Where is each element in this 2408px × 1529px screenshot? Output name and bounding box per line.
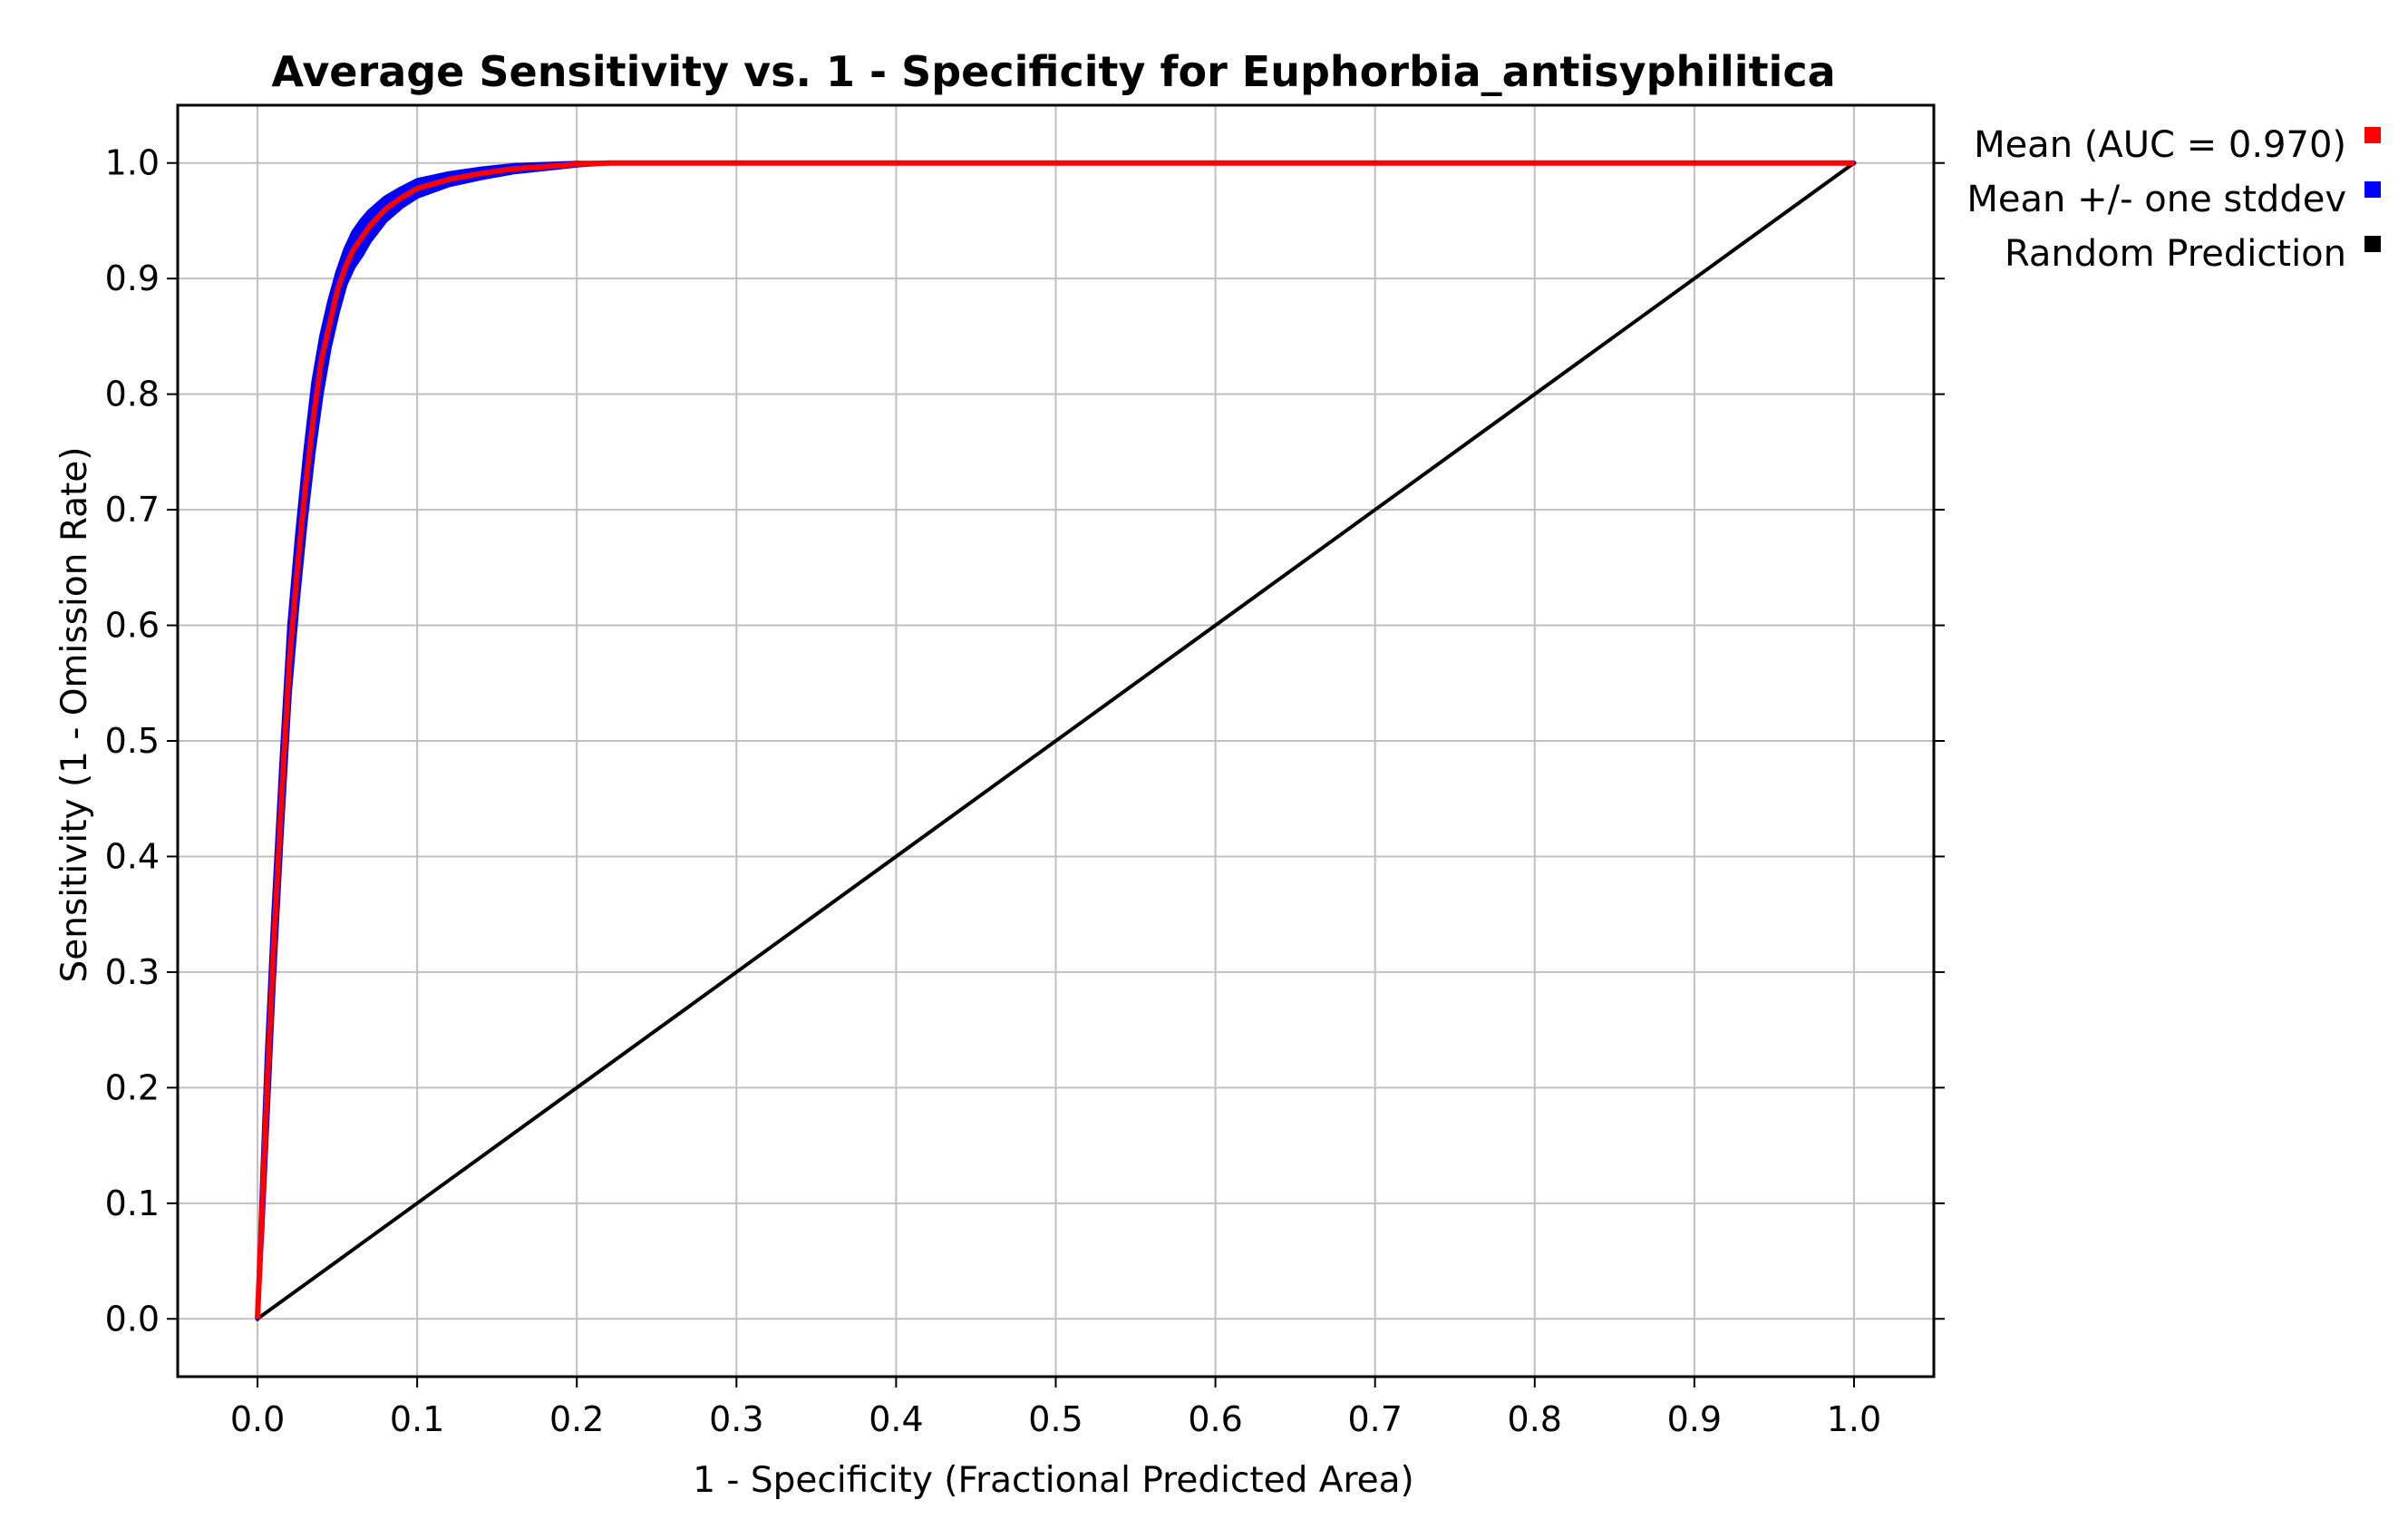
x-tick-label: 0.3 xyxy=(709,1399,763,1439)
series-lines xyxy=(255,160,1856,1320)
y-tick-label: 0.2 xyxy=(105,1067,160,1107)
x-tick-label: 0.0 xyxy=(230,1399,285,1439)
x-tick-label: 1.0 xyxy=(1827,1399,1881,1439)
legend-item-mean-swatch xyxy=(2364,127,2381,143)
x-tick-label: 0.1 xyxy=(390,1399,444,1439)
x-tick-label: 0.8 xyxy=(1508,1399,1562,1439)
legend-item-mean-label: Mean (AUC = 0.970) xyxy=(1974,124,2346,166)
x-tick-label: 0.9 xyxy=(1667,1399,1722,1439)
y-tick-label: 0.5 xyxy=(105,721,160,761)
legend-item-stddev-label: Mean +/- one stddev xyxy=(1966,179,2346,220)
mean-line xyxy=(255,160,1854,1320)
y-tick-label: 0.4 xyxy=(105,836,160,876)
y-tick-label: 0.9 xyxy=(105,258,160,298)
chart-title: Average Sensitivity vs. 1 - Specificity … xyxy=(271,47,1835,96)
legend: Mean (AUC = 0.970) Mean +/- one stddev Ran… xyxy=(1966,124,2381,275)
y-tick-label: 0.7 xyxy=(105,490,160,530)
y-tick-label: 0.8 xyxy=(105,375,160,414)
x-axis-label: 1 - Specificity (Fractional Predicted Ar… xyxy=(693,1460,1414,1501)
x-tick-label: 0.4 xyxy=(869,1399,923,1439)
x-tick-label: 0.5 xyxy=(1028,1399,1083,1439)
y-tick-label: 1.0 xyxy=(105,143,160,183)
x-tick-label: 0.6 xyxy=(1188,1399,1242,1439)
legend-item-stddev-swatch xyxy=(2364,181,2381,198)
y-tick-label: 0.0 xyxy=(105,1299,160,1339)
random-prediction-line xyxy=(256,161,1856,1320)
y-tick-label: 0.6 xyxy=(105,606,160,646)
y-axis-label: Sensitivity (1 - Omission Rate) xyxy=(54,447,95,983)
legend-item-random-label: Random Prediction xyxy=(2005,233,2346,275)
axis-ticks: 0.0 0.1 0.2 0.3 0.4 0.5 0.6 0.7 0.8 0.9 1.0 0.0 0.1 0… xyxy=(105,143,1945,1439)
y-tick-label: 0.3 xyxy=(105,952,160,992)
legend-item-random-swatch xyxy=(2364,236,2381,252)
y-tick-label: 0.1 xyxy=(105,1183,160,1223)
x-tick-label: 0.7 xyxy=(1347,1399,1402,1439)
x-tick-label: 0.2 xyxy=(549,1399,604,1439)
